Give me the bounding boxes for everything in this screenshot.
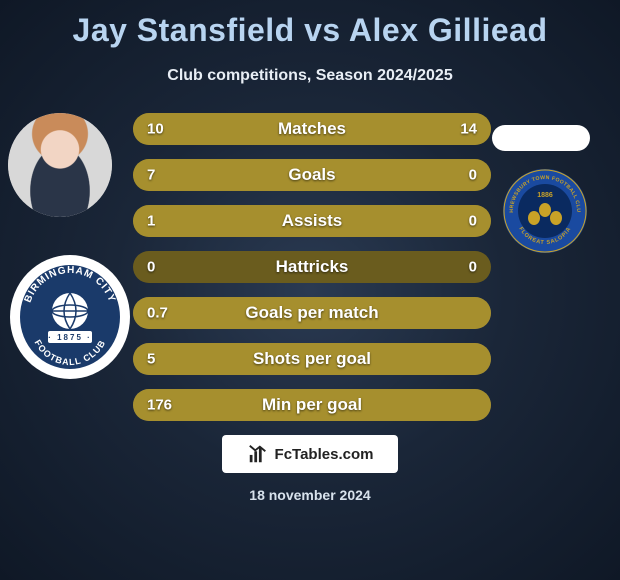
stat-bar-value-right: 0 <box>469 259 477 276</box>
stat-bar-row: Shots per goal5 <box>133 343 491 375</box>
stat-bar-value-left: 10 <box>147 121 164 138</box>
stat-bar-value-right: 0 <box>469 167 477 184</box>
player-left-club-badge: BIRMINGHAM CITY FOOTBALL CLUB · 1875 · <box>8 253 132 381</box>
player-left-photo <box>8 113 112 217</box>
stat-bar-row: Min per goal176 <box>133 389 491 421</box>
stat-bar-row: Goals per match0.7 <box>133 297 491 329</box>
player-left-face <box>8 113 112 217</box>
stat-bar-value-left: 5 <box>147 351 155 368</box>
fctables-logo: FcTables.com <box>222 435 398 473</box>
comparison-subtitle: Club competitions, Season 2024/2025 <box>0 67 620 85</box>
stat-bar-value-right: 14 <box>460 121 477 138</box>
comparison-title: Jay Stansfield vs Alex Gilliead <box>0 0 620 49</box>
stat-bar-label: Goals <box>133 165 491 185</box>
stat-bar-row: Hattricks0 0 <box>133 251 491 283</box>
stat-bars: Matches1014Goals70Assists10Hattricks00Go… <box>133 113 491 421</box>
stat-bar-label: Shots per goal <box>133 349 491 369</box>
stat-bar-label: Min per goal <box>133 395 491 415</box>
stat-bar-label: Hattricks <box>133 257 491 277</box>
stat-bar-label: Assists <box>133 211 491 231</box>
bar-chart-icon <box>247 443 269 465</box>
player-right-club-badge: SHREWSBURY TOWN FOOTBALL CLUB FLOREAT SA… <box>502 168 588 254</box>
comparison-date: 18 november 2024 <box>0 487 620 503</box>
stat-bar-value-left: 1 <box>147 213 155 230</box>
stat-bar-value-right: 0 <box>469 213 477 230</box>
stat-bar-row: Matches10 14 <box>133 113 491 145</box>
stat-bar-label: Matches <box>133 119 491 139</box>
stat-bar-value-left: 7 <box>147 167 155 184</box>
svg-text:· 1875 ·: · 1875 · <box>48 333 92 342</box>
stat-bar-value-left: 0 <box>147 259 155 276</box>
player-right-photo-placeholder <box>492 125 590 151</box>
fctables-text: FcTables.com <box>275 446 374 463</box>
svg-text:1886: 1886 <box>537 192 553 199</box>
stat-bar-value-left: 176 <box>147 397 172 414</box>
stat-bar-value-left: 0.7 <box>147 305 168 322</box>
stat-bar-row: Goals7 0 <box>133 159 491 191</box>
comparison-chart: BIRMINGHAM CITY FOOTBALL CLUB · 1875 · S… <box>0 113 620 421</box>
stat-bar-row: Assists1 0 <box>133 205 491 237</box>
stat-bar-label: Goals per match <box>133 303 491 323</box>
